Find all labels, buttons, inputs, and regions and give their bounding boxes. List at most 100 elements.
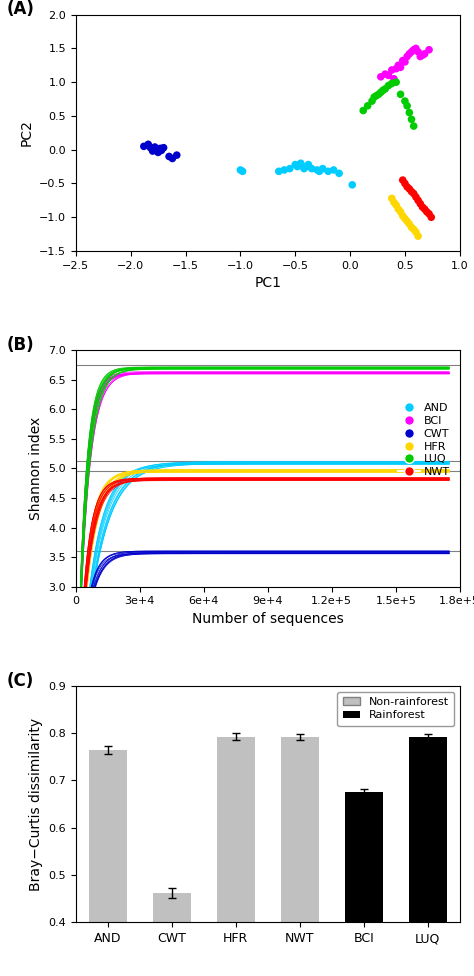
Point: [401, 211, 409, 226]
Point: [401, 176, 409, 191]
Point: [377, 69, 384, 85]
Bar: [153, 893, 191, 976]
Point: [375, 87, 383, 102]
Point: [406, 104, 413, 120]
Point: [297, 155, 304, 171]
Point: [377, 85, 384, 101]
Point: [388, 62, 396, 78]
Point: [385, 67, 392, 83]
X-axis label: Number of sequences: Number of sequences: [192, 612, 344, 626]
Point: [410, 222, 418, 237]
Point: [348, 177, 356, 192]
Point: [370, 89, 378, 104]
Point: [373, 88, 380, 103]
Point: [382, 66, 389, 82]
Point: [406, 217, 413, 232]
Point: [160, 140, 167, 155]
Point: [408, 111, 415, 127]
Point: [313, 162, 321, 178]
Point: [406, 46, 413, 61]
Point: [335, 166, 343, 182]
Point: [330, 162, 337, 178]
Point: [397, 87, 404, 102]
Point: [417, 196, 424, 212]
Point: [421, 46, 428, 61]
X-axis label: PC1: PC1: [255, 276, 281, 290]
Point: [379, 82, 387, 98]
Point: [169, 150, 176, 166]
Point: [417, 49, 424, 64]
Point: [406, 182, 413, 197]
Point: [403, 49, 411, 64]
Point: [359, 102, 367, 118]
Y-axis label: PC2: PC2: [19, 119, 34, 146]
Point: [140, 139, 147, 154]
Point: [399, 53, 407, 68]
Point: [423, 204, 431, 220]
Bar: [217, 737, 255, 976]
Point: [414, 192, 422, 208]
Point: [425, 206, 433, 222]
Point: [397, 204, 404, 220]
Point: [173, 147, 181, 163]
Point: [275, 164, 283, 180]
Point: [412, 41, 419, 57]
Point: [412, 189, 419, 205]
Point: [364, 98, 372, 113]
Point: [385, 78, 392, 94]
Bar: [409, 738, 447, 976]
Point: [145, 137, 152, 152]
Point: [388, 190, 396, 206]
Legend: AND, BCI, CWT, HFR, LUQ, NWT: AND, BCI, CWT, HFR, LUQ, NWT: [393, 399, 454, 481]
Point: [151, 140, 159, 155]
Point: [403, 179, 411, 194]
Point: [382, 81, 389, 97]
Point: [388, 76, 396, 92]
Point: [414, 44, 422, 60]
Point: [158, 142, 165, 158]
Point: [308, 161, 316, 177]
Point: [401, 94, 409, 109]
Point: [292, 157, 299, 173]
Point: [428, 210, 435, 225]
Point: [419, 199, 426, 215]
Text: (B): (B): [7, 336, 34, 354]
Point: [390, 71, 398, 87]
Point: [300, 161, 308, 177]
Point: [397, 60, 404, 75]
Point: [408, 220, 415, 235]
Point: [390, 194, 398, 210]
Point: [165, 148, 173, 164]
Point: [302, 159, 310, 175]
Point: [305, 157, 312, 173]
Bar: [345, 793, 383, 976]
Point: [286, 161, 293, 177]
Point: [394, 58, 402, 73]
Point: [146, 140, 154, 155]
Y-axis label: Shannon index: Shannon index: [29, 417, 43, 520]
Point: [392, 197, 400, 213]
Point: [281, 162, 288, 178]
Point: [408, 44, 415, 60]
Y-axis label: Bray−Curtis dissimilarity: Bray−Curtis dissimilarity: [29, 717, 43, 891]
Point: [403, 214, 411, 229]
Point: [425, 42, 433, 58]
Point: [155, 144, 162, 160]
Point: [156, 141, 164, 156]
Point: [401, 54, 409, 69]
Point: [153, 142, 161, 157]
Point: [408, 183, 415, 199]
Point: [410, 185, 418, 201]
Bar: [89, 750, 127, 976]
Point: [403, 98, 411, 113]
Point: [150, 142, 157, 157]
Point: [410, 118, 418, 134]
Point: [399, 208, 407, 224]
Point: [237, 162, 244, 178]
Point: [293, 159, 301, 175]
Legend: Non-rainforest, Rainforest: Non-rainforest, Rainforest: [337, 692, 454, 726]
Point: [319, 161, 327, 177]
Point: [324, 164, 332, 180]
Point: [149, 143, 156, 159]
Text: (A): (A): [7, 0, 35, 19]
